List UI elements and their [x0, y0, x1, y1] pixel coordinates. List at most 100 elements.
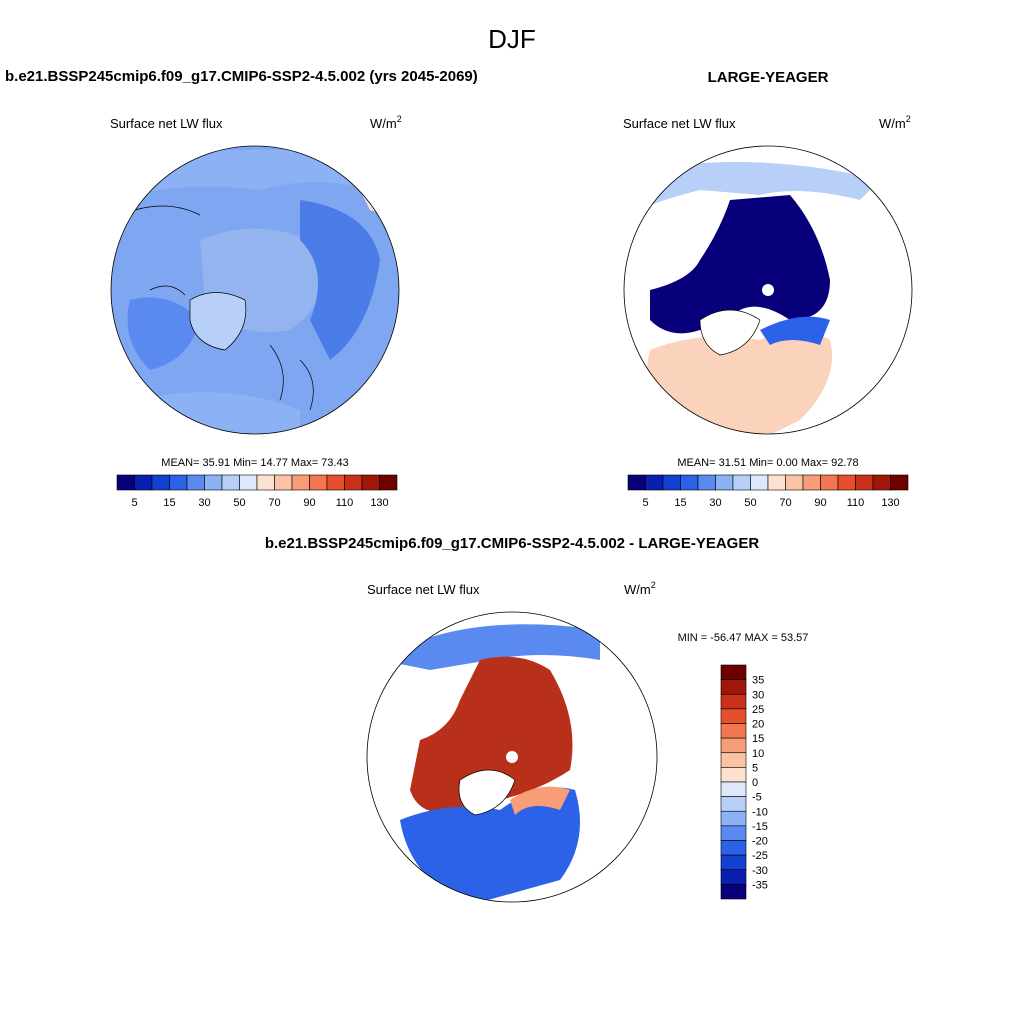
- colorbar-box: [204, 474, 223, 491]
- colorbar-box: [720, 796, 747, 812]
- colorbar-box: [720, 810, 747, 827]
- coastline: [134, 205, 314, 411]
- colorbar-label: 35: [752, 675, 764, 687]
- map: [624, 146, 912, 434]
- colorbar-box: [256, 474, 275, 491]
- panel-title: b.e21.BSSP245cmip6.f09_g17.CMIP6-SSP2-4.…: [5, 68, 478, 85]
- colorbar-label: -20: [752, 836, 768, 848]
- colorbar-box: [680, 474, 699, 491]
- map-border: [366, 611, 658, 903]
- map-region: [127, 297, 200, 370]
- colorbar-label: -15: [752, 821, 768, 833]
- units-power: 2: [906, 114, 911, 124]
- units-label: W/m2: [879, 114, 911, 131]
- colorbar-box: [239, 474, 258, 491]
- colorbar-box: [715, 474, 734, 491]
- colorbar-label: 0: [752, 777, 758, 789]
- colorbar-label: 20: [752, 719, 764, 731]
- colorbar-box: [720, 767, 747, 783]
- colorbar-box: [720, 854, 747, 871]
- colorbar-box: [820, 474, 839, 491]
- map-region: [400, 787, 580, 902]
- colorbar-label: 110: [336, 497, 354, 509]
- colorbar-box: [837, 474, 856, 491]
- colorbar-label: 110: [847, 497, 865, 509]
- colorbar-box: [720, 825, 747, 841]
- map-region: [510, 786, 570, 815]
- colorbar-box: [221, 474, 240, 491]
- colorbar-label: 5: [642, 497, 648, 509]
- colorbar-box: [697, 474, 716, 491]
- field-label: Surface net LW flux: [110, 116, 223, 131]
- map-region: [300, 200, 380, 360]
- colorbar-box: [116, 474, 135, 491]
- colorbar-label: 70: [779, 497, 791, 509]
- colorbar-label: 70: [268, 497, 280, 509]
- colorbar-label: 15: [752, 733, 764, 745]
- colorbar-label: 15: [674, 497, 686, 509]
- colorbar-box: [134, 474, 153, 491]
- colorbar-label: 5: [752, 762, 758, 774]
- colorbar-label: 50: [233, 497, 245, 509]
- figure-title: DJF: [488, 24, 536, 54]
- colorbar-box: [720, 840, 747, 856]
- map-region: [640, 162, 880, 210]
- colorbar-label: -30: [752, 865, 768, 877]
- colorbar-box: [855, 474, 874, 491]
- units-label: W/m2: [370, 114, 402, 131]
- units: W/m: [879, 116, 906, 131]
- colorbar-box: [720, 723, 747, 739]
- colorbar-box: [627, 474, 646, 491]
- colorbar-box: [344, 474, 363, 491]
- map-border: [623, 145, 913, 435]
- colorbar-label: -35: [752, 879, 768, 891]
- map-region: [650, 195, 830, 334]
- stats: MEAN= 31.51 Min= 0.00 Max= 92.78: [677, 457, 858, 469]
- colorbar-box: [151, 474, 170, 491]
- coastline: [189, 292, 247, 351]
- colorbar-box: [379, 474, 398, 491]
- colorbar-box: [662, 474, 681, 491]
- colorbar-box: [720, 869, 747, 885]
- colorbar-box: [720, 781, 747, 797]
- colorbar-box: [720, 752, 747, 768]
- map: [111, 146, 399, 434]
- colorbar-box: [291, 474, 310, 491]
- units: W/m: [624, 582, 651, 597]
- colorbar-box: [274, 474, 293, 491]
- pole: [762, 284, 774, 296]
- colorbar-box: [309, 474, 328, 491]
- units-power: 2: [397, 114, 402, 124]
- colorbar-box: [720, 708, 747, 724]
- map: [367, 612, 657, 902]
- map-region: [410, 656, 573, 813]
- colorbar-box: [890, 474, 909, 491]
- colorbar-label: 30: [198, 497, 210, 509]
- colorbar-box: [169, 474, 188, 491]
- field-label: Surface net LW flux: [623, 116, 736, 131]
- pole: [506, 751, 518, 763]
- units-label: W/m2: [624, 580, 656, 597]
- colorbar-box: [750, 474, 769, 491]
- colorbar-box: [186, 474, 205, 491]
- colorbar-label: -25: [752, 850, 768, 862]
- colorbar-label: 90: [303, 497, 315, 509]
- colorbar-label: 15: [163, 497, 175, 509]
- map-border: [110, 145, 400, 435]
- colorbar-label: -5: [752, 792, 762, 804]
- colorbar-label: 30: [709, 497, 721, 509]
- stats: MEAN= 35.91 Min= 14.77 Max= 73.43: [161, 457, 348, 469]
- colorbar-box: [720, 679, 747, 695]
- coastline: [699, 309, 761, 356]
- colorbar-box: [720, 884, 747, 900]
- colorbar-label: 5: [131, 497, 137, 509]
- colorbar-label: 10: [752, 748, 764, 760]
- map-region: [760, 316, 830, 345]
- coastline: [458, 769, 516, 816]
- field-label: Surface net LW flux: [367, 582, 480, 597]
- colorbar-label: 130: [370, 497, 388, 509]
- colorbar-box: [720, 693, 747, 710]
- colorbar-box: [785, 474, 804, 491]
